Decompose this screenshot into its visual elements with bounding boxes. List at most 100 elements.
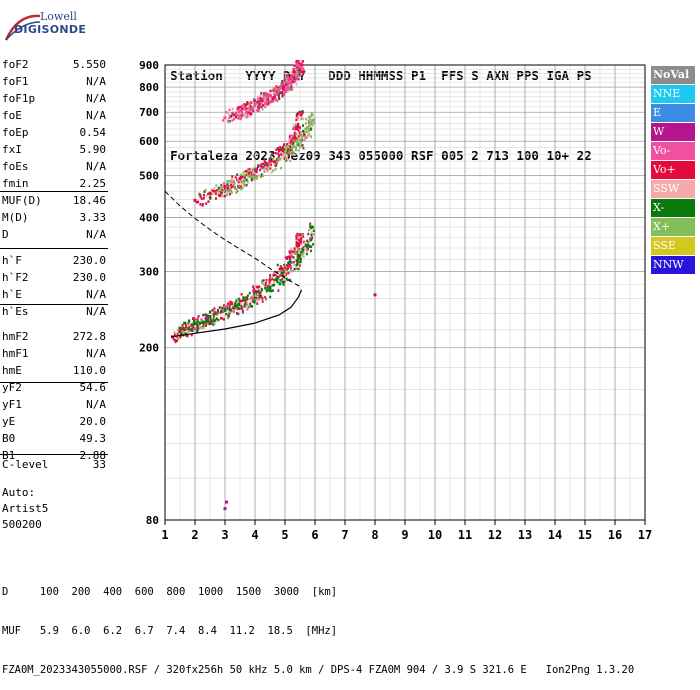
trace-echo [214, 319, 217, 322]
trace-echo [303, 138, 306, 141]
trace-echo [241, 112, 244, 115]
trace-echo [236, 113, 239, 117]
param-row-b1: B1 2.88 [2, 447, 106, 464]
trace-echo [292, 80, 295, 84]
trace-echo [283, 273, 286, 276]
trace-echo [286, 157, 289, 161]
trace-echo [219, 194, 222, 198]
param-value: N/A [86, 305, 106, 318]
trace-point [373, 293, 377, 297]
trace-echo [275, 85, 278, 88]
trace-echo [282, 87, 285, 90]
legend-item-nnw: NNW [651, 256, 695, 274]
trace-echo [295, 118, 298, 122]
trace-echo [272, 169, 275, 173]
trace-echo [218, 306, 221, 309]
trace-echo [261, 99, 264, 103]
trace-echo [231, 112, 234, 115]
trace-echo [292, 256, 295, 259]
trace-echo [246, 308, 249, 311]
trace-echo [250, 177, 253, 181]
x-tick-label: 1 [161, 528, 168, 542]
trace-echo [312, 233, 315, 236]
trace-echo [265, 99, 268, 103]
trace-echo [271, 152, 274, 155]
trace-echo [294, 80, 297, 83]
trace-echo [302, 67, 305, 70]
trace-echo [294, 147, 297, 150]
hdr-station-value: Fortaleza [170, 148, 238, 163]
trace-echo [209, 196, 212, 200]
trace-echo [279, 148, 282, 152]
trace-echo [296, 125, 299, 129]
trace-echo [188, 325, 191, 329]
trace-echo [300, 113, 303, 117]
trace-echo [292, 134, 295, 138]
trace-echo [247, 304, 250, 308]
param-label: fmin [2, 177, 29, 190]
trace-echo [306, 130, 309, 134]
trace-echo [181, 330, 184, 333]
trace-echo [276, 263, 279, 267]
x-tick-label: 8 [371, 528, 378, 542]
trace-echo [255, 296, 258, 300]
trace-echo [230, 178, 233, 181]
trace-echo [286, 268, 289, 271]
trace-echo [293, 247, 296, 250]
trace-echo [187, 327, 190, 330]
trace-echo [285, 87, 288, 90]
trace-echo [276, 147, 279, 151]
trace-echo [308, 117, 311, 121]
trace-echo [184, 328, 187, 331]
trace-echo [289, 159, 292, 163]
param-value: 0.54 [79, 126, 107, 139]
trace-echo [289, 148, 292, 152]
trace-echo [251, 167, 254, 171]
trace-echo [302, 235, 305, 238]
trace-echo [189, 328, 192, 331]
trace-point [238, 109, 242, 113]
trace-echo [225, 312, 228, 316]
trace-echo [228, 116, 231, 120]
trace-echo [301, 233, 304, 237]
trace-echo [234, 302, 237, 306]
trace-echo [212, 320, 215, 323]
trace-echo [200, 325, 203, 329]
trace-echo [240, 173, 243, 176]
trace-echo [298, 264, 301, 267]
trace-echo [268, 282, 271, 286]
trace-echo [197, 322, 200, 325]
trace-echo [241, 110, 244, 113]
trace-echo [308, 129, 311, 132]
trace-echo [230, 183, 233, 187]
trace-echo [300, 251, 303, 254]
trace-echo [270, 289, 273, 293]
trace-echo [241, 104, 244, 108]
trace-echo [268, 100, 271, 103]
trace-echo [250, 175, 253, 178]
trace-echo [290, 265, 293, 269]
trace-echo [246, 107, 249, 110]
trace-echo [282, 283, 285, 286]
trace-echo [308, 245, 311, 249]
trace-echo [299, 126, 302, 130]
trace-echo [288, 151, 291, 155]
legend-item-ssw: SSW [651, 180, 695, 198]
trace-echo [250, 304, 253, 308]
trace-echo [227, 314, 230, 317]
trace-echo [229, 188, 232, 192]
trace-echo [231, 107, 234, 111]
trace-echo [223, 189, 226, 193]
param-row-b0: B0 49.3 [2, 430, 106, 447]
trace-echo [192, 317, 195, 320]
trace-echo [241, 299, 244, 303]
trace-echo [300, 133, 303, 137]
trace-echo [305, 117, 308, 121]
trace-echo [290, 249, 293, 253]
trace-point [295, 259, 299, 263]
trace-echo [286, 257, 289, 260]
trace-echo [285, 272, 288, 276]
trace-point [310, 225, 314, 229]
trace-point [178, 326, 182, 330]
trace-echo [183, 331, 186, 334]
